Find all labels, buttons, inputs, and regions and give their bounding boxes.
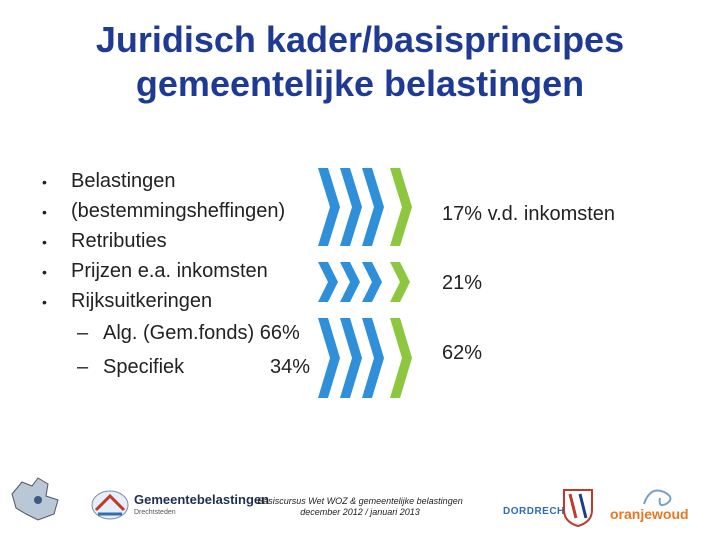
chevron-arrows-icon [318,262,410,302]
sub-bullet-item: – Specifiek 34% [42,350,310,384]
bullet-item: • Rijksuitkeringen [42,286,300,316]
gemeentebelastingen-emblem-icon [91,490,129,520]
chevron-arrows-icon [318,168,412,246]
sub-bullet-item: – Alg. (Gem.fonds) 66% [42,316,300,350]
oranjewoud-text: oranjewoud [610,506,689,522]
dordrecht-logo: DORDRECHT [503,506,572,517]
footer-line-1: Basiscursus Wet WOZ & gemeentelijke bela… [257,496,463,506]
title-line-2: gemeentelijke belastingen [135,63,585,104]
bullet-text: Prijzen e.a. inkomsten [71,260,268,282]
sub-bullet-text: Alg. (Gem.fonds) 66% [103,322,300,344]
bullet-list: • Belastingen • (bestemmingsheffingen) •… [42,166,310,384]
bullet-dot: • [42,204,47,220]
pct-rijksuitkeringen: 62% [442,342,483,364]
dordrecht-shield-icon [563,489,593,528]
slide-title: Juridisch kader/basisprincipes gemeentel… [40,18,680,106]
bullet-item: • Belastingen [42,166,300,196]
drechtsteden-text: Drechtsteden [134,509,176,516]
bullet-item: • Prijzen e.a. inkomsten [42,256,300,286]
sub-bullet-dash: – [77,322,89,344]
bullet-item: • Retributies [42,226,300,256]
sub-bullet-text: Specifiek [103,356,185,378]
bullet-dot: • [42,174,47,190]
pct-prijzen: 21% [442,272,483,294]
oranjewoud-swirl-icon [643,489,672,507]
bullet-item: • (bestemmingsheffingen) [42,196,300,226]
footer-line-2: december 2012 / januari 2013 [300,507,420,517]
footer-caption: Basiscursus Wet WOZ & gemeentelijke bela… [248,496,472,518]
map-logo-icon [11,477,59,521]
oranjewoud-logo: oranjewoud [610,484,710,532]
title-line-1: Juridisch kader/basisprincipes [95,19,625,60]
bullet-text: (bestemmingsheffingen) [71,200,286,222]
bullet-dot: • [42,294,47,310]
pct-belastingen: 17% v.d. inkomsten [442,203,616,225]
gemeentebelastingen-text: Gemeentebelastingen [134,492,270,507]
gemeentebelastingen-logo: Gemeentebelastingen Drechtsteden [90,486,269,526]
sub-bullet-pct: 34% [270,356,311,378]
bullet-text: Belastingen [71,170,176,192]
sub-bullet-dash: – [77,356,89,378]
bullet-dot: • [42,264,47,280]
bullet-text: Rijksuitkeringen [71,290,213,312]
bullet-dot: • [42,234,47,250]
chevron-arrows-icon [318,318,412,398]
bullet-text: Retributies [71,230,167,252]
